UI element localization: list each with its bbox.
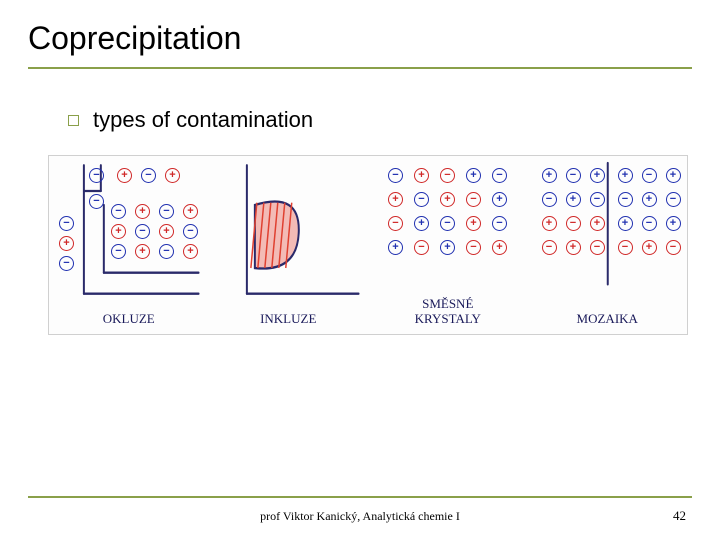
anion-icon [492, 168, 507, 183]
anion-icon [618, 240, 633, 255]
anion-icon [159, 204, 174, 219]
cation-icon [183, 204, 198, 219]
anion-icon [414, 240, 429, 255]
cation-icon [466, 168, 481, 183]
anion-icon [542, 192, 557, 207]
anion-icon [542, 240, 557, 255]
cation-icon [59, 236, 74, 251]
figure-panel: SMĚSNÉ KRYSTALY [368, 156, 528, 334]
cation-icon [135, 244, 150, 259]
anion-icon [89, 194, 104, 209]
cation-icon [666, 216, 681, 231]
anion-icon [566, 168, 581, 183]
bullet-text: types of contamination [93, 107, 313, 133]
anion-icon [388, 216, 403, 231]
cation-icon [542, 168, 557, 183]
footer-divider [28, 496, 692, 498]
panel-drawing [528, 156, 688, 308]
cation-icon [111, 224, 126, 239]
cation-icon [414, 168, 429, 183]
figure-panel: INKLUZE [209, 156, 369, 334]
cation-icon [542, 216, 557, 231]
anion-icon [466, 240, 481, 255]
anion-icon [111, 204, 126, 219]
anion-icon [440, 168, 455, 183]
anion-icon [159, 244, 174, 259]
anion-icon [642, 216, 657, 231]
bullet-row: types of contamination [68, 107, 672, 133]
panel-label: SMĚSNÉ KRYSTALY [368, 293, 528, 334]
anion-icon [135, 224, 150, 239]
anion-icon [89, 168, 104, 183]
cation-icon [642, 192, 657, 207]
slide: Coprecipitation types of contamination O… [0, 0, 720, 540]
anion-icon [466, 192, 481, 207]
anion-icon [59, 256, 74, 271]
footer-text: prof Viktor Kanický, Analytická chemie I [260, 509, 460, 524]
cation-icon [388, 240, 403, 255]
cation-icon [165, 168, 180, 183]
anion-icon [642, 168, 657, 183]
cation-icon [642, 240, 657, 255]
anion-icon [59, 216, 74, 231]
slide-title: Coprecipitation [28, 20, 692, 63]
anion-icon [183, 224, 198, 239]
square-bullet-icon [68, 115, 79, 126]
cation-icon [590, 216, 605, 231]
anion-icon [590, 240, 605, 255]
cation-icon [492, 240, 507, 255]
cation-icon [159, 224, 174, 239]
anion-icon [492, 216, 507, 231]
cation-icon [566, 240, 581, 255]
panel-drawing [209, 156, 369, 308]
anion-icon [388, 168, 403, 183]
cation-icon [618, 216, 633, 231]
cation-icon [466, 216, 481, 231]
cation-icon [117, 168, 132, 183]
cation-icon [440, 240, 455, 255]
anion-icon [440, 216, 455, 231]
cation-icon [183, 244, 198, 259]
anion-icon [590, 192, 605, 207]
anion-icon [141, 168, 156, 183]
cation-icon [618, 168, 633, 183]
anion-icon [666, 192, 681, 207]
cation-icon [440, 192, 455, 207]
cation-icon [666, 168, 681, 183]
cation-icon [388, 192, 403, 207]
panel-label: MOZAIKA [528, 308, 688, 334]
anion-icon [414, 192, 429, 207]
cation-icon [566, 192, 581, 207]
anion-icon [566, 216, 581, 231]
cation-icon [492, 192, 507, 207]
title-area: Coprecipitation [28, 20, 692, 77]
panel-label: OKLUZE [49, 308, 209, 334]
cation-icon [414, 216, 429, 231]
anion-icon [618, 192, 633, 207]
footer: prof Viktor Kanický, Analytická chemie I [0, 509, 720, 524]
panel-label: INKLUZE [209, 308, 369, 334]
anion-icon [111, 244, 126, 259]
panel-drawing [368, 156, 528, 293]
panel-drawing [49, 156, 209, 308]
cation-icon [135, 204, 150, 219]
cation-icon [590, 168, 605, 183]
figure-panel: MOZAIKA [528, 156, 688, 334]
title-underline [28, 67, 692, 69]
content-area: types of contamination OKLUZEINKLUZESMĚS… [28, 77, 692, 335]
anion-icon [666, 240, 681, 255]
page-number: 42 [673, 508, 686, 524]
figure-panel: OKLUZE [49, 156, 209, 334]
contamination-figure: OKLUZEINKLUZESMĚSNÉ KRYSTALYMOZAIKA [48, 155, 688, 335]
